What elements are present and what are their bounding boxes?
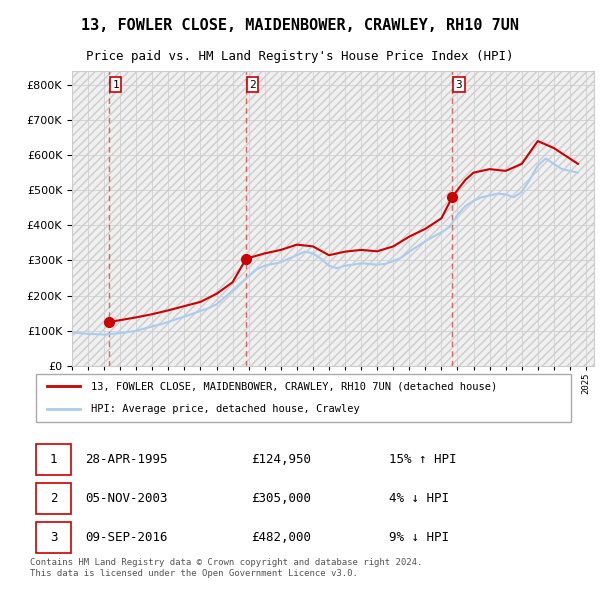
Text: 09-SEP-2016: 09-SEP-2016 — [85, 530, 168, 543]
Text: 13, FOWLER CLOSE, MAIDENBOWER, CRAWLEY, RH10 7UN: 13, FOWLER CLOSE, MAIDENBOWER, CRAWLEY, … — [81, 18, 519, 32]
FancyBboxPatch shape — [35, 375, 571, 422]
Text: Contains HM Land Registry data © Crown copyright and database right 2024.
This d: Contains HM Land Registry data © Crown c… — [30, 558, 422, 578]
Text: 28-APR-1995: 28-APR-1995 — [85, 453, 168, 466]
Text: 15% ↑ HPI: 15% ↑ HPI — [389, 453, 457, 466]
Text: 2: 2 — [50, 491, 58, 504]
Text: 1: 1 — [112, 80, 119, 90]
Text: 13, FOWLER CLOSE, MAIDENBOWER, CRAWLEY, RH10 7UN (detached house): 13, FOWLER CLOSE, MAIDENBOWER, CRAWLEY, … — [91, 381, 497, 391]
Text: 05-NOV-2003: 05-NOV-2003 — [85, 491, 168, 504]
Text: £124,950: £124,950 — [251, 453, 311, 466]
Text: Price paid vs. HM Land Registry's House Price Index (HPI): Price paid vs. HM Land Registry's House … — [86, 50, 514, 63]
Text: 4% ↓ HPI: 4% ↓ HPI — [389, 491, 449, 504]
FancyBboxPatch shape — [35, 483, 71, 514]
Text: £482,000: £482,000 — [251, 530, 311, 543]
Text: 3: 3 — [50, 530, 58, 543]
Text: 2: 2 — [250, 80, 256, 90]
Text: £305,000: £305,000 — [251, 491, 311, 504]
Text: 1: 1 — [50, 453, 58, 466]
FancyBboxPatch shape — [35, 522, 71, 553]
Text: HPI: Average price, detached house, Crawley: HPI: Average price, detached house, Craw… — [91, 404, 359, 414]
Text: 3: 3 — [456, 80, 463, 90]
FancyBboxPatch shape — [35, 444, 71, 475]
Text: 9% ↓ HPI: 9% ↓ HPI — [389, 530, 449, 543]
